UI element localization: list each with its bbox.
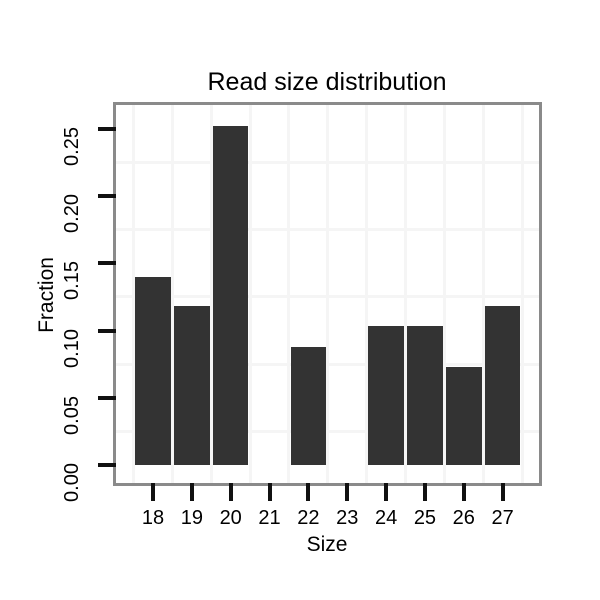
bar-18 — [135, 276, 171, 465]
x-tick-label: 19 — [180, 507, 203, 529]
v-gridline — [520, 105, 524, 483]
x-tick — [384, 483, 389, 501]
y-tick-label: 0.20 — [61, 194, 83, 233]
x-tick — [228, 483, 233, 501]
v-gridline — [442, 105, 446, 483]
x-tick — [345, 483, 350, 501]
chart-title: Read size distribution — [207, 68, 447, 96]
bar-24 — [368, 326, 404, 465]
x-axis-label: Size — [306, 533, 348, 556]
plot-panel — [113, 102, 542, 486]
v-gridline — [209, 105, 213, 483]
y-tick — [98, 463, 116, 467]
y-axis-label: Fraction — [35, 257, 58, 333]
bar-20 — [212, 126, 249, 465]
y-tick — [98, 395, 116, 400]
v-gridline — [170, 105, 174, 483]
x-tick — [461, 483, 466, 501]
y-tick-label: 0.25 — [61, 126, 83, 166]
x-tick — [306, 483, 311, 501]
y-tick — [98, 194, 116, 198]
x-tick — [422, 483, 427, 501]
x-tick — [189, 483, 194, 501]
x-tick — [500, 483, 505, 501]
y-tick-label: 0.00 — [61, 463, 83, 502]
v-gridline — [132, 105, 136, 483]
y-tick — [98, 261, 116, 266]
x-tick-label: 25 — [413, 507, 437, 529]
v-gridline — [248, 105, 252, 483]
x-tick-label: 26 — [452, 507, 475, 529]
y-tick-label: 0.15 — [61, 261, 83, 301]
x-tick-label: 23 — [336, 507, 359, 529]
bar-27 — [484, 306, 521, 465]
x-tick-label: 20 — [219, 507, 242, 529]
x-tick — [151, 483, 155, 501]
y-tick-label: 0.10 — [61, 328, 83, 368]
bar-25 — [407, 326, 443, 465]
x-tick — [267, 483, 272, 501]
v-gridline — [365, 105, 369, 483]
v-gridline — [287, 105, 291, 483]
v-gridline — [326, 105, 330, 483]
v-gridline — [404, 105, 408, 483]
y-tick — [98, 126, 116, 131]
x-tick-label: 24 — [374, 507, 398, 529]
x-tick-label: 18 — [141, 507, 165, 529]
bar-19 — [174, 306, 210, 465]
v-gridline — [481, 105, 485, 483]
y-tick — [98, 328, 116, 333]
x-tick-label: 27 — [491, 507, 514, 529]
x-tick-label: 21 — [258, 507, 281, 529]
bar-26 — [446, 366, 482, 465]
y-tick-label: 0.05 — [61, 395, 83, 435]
bar-22 — [290, 346, 327, 465]
x-tick-label: 22 — [297, 507, 320, 529]
